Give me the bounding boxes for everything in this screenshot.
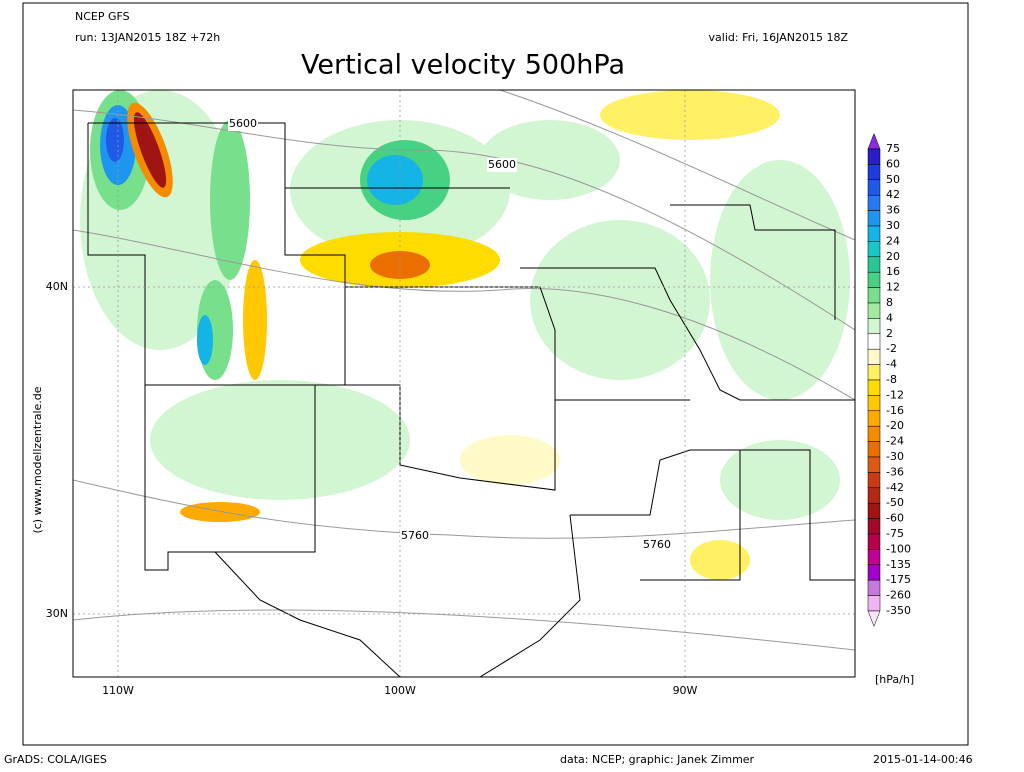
contour-label: 5600 [229, 117, 257, 130]
colorbar-box [867, 395, 881, 412]
frame [22, 2, 969, 746]
colorbar-label: -24 [886, 435, 904, 448]
contour-label: 5760 [643, 538, 671, 551]
colorbar-box [867, 425, 881, 442]
colorbar-label: 50 [886, 173, 900, 186]
colorbar-label: 4 [886, 311, 893, 324]
colorbar-label: 42 [886, 188, 900, 201]
colorbar-box [867, 287, 881, 304]
colorbar-label: -4 [886, 358, 897, 371]
colorbar-box [867, 579, 881, 596]
software-credit: GrADS: COLA/IGES [4, 753, 107, 766]
colorbar-label: 24 [886, 234, 900, 247]
colorbar-box [867, 487, 881, 504]
colorbar-box [867, 333, 881, 350]
colorbar-label: 8 [886, 296, 893, 309]
lat-label: 40N [46, 280, 68, 293]
colorbar-box [867, 210, 881, 227]
lon-label: 110W [102, 684, 134, 697]
valid-time: valid: Fri, 16JAN2015 18Z [709, 31, 849, 44]
colorbar-box [867, 518, 881, 535]
colorbar-label: -42 [886, 481, 904, 494]
map-title: Vertical velocity 500hPa [301, 50, 625, 81]
colorbar-label: -350 [886, 604, 911, 617]
model-name: NCEP GFS [75, 10, 130, 23]
colorbar-label: 36 [886, 204, 900, 217]
colorbar-box [867, 379, 881, 396]
colorbar-label: 60 [886, 157, 900, 170]
timestamp: 2015-01-14-00:46 [873, 753, 973, 766]
colorbar-label: -2 [886, 342, 897, 355]
lon-label: 100W [384, 684, 416, 697]
colorbar-label: 2 [886, 327, 893, 340]
borders [87, 122, 855, 677]
contour-label: 5760 [401, 529, 429, 542]
colorbar-box [867, 472, 881, 489]
contours [73, 90, 855, 651]
colorbar-box [867, 533, 881, 550]
colorbar-label: -8 [886, 373, 897, 386]
colorbar-label: -260 [886, 589, 911, 602]
run-time: run: 13JAN2015 18Z +72h [75, 31, 220, 44]
colorbar-label: 30 [886, 219, 900, 232]
colorbar-box [867, 595, 881, 612]
colorbar-box [867, 364, 881, 381]
colorbar-box [867, 194, 881, 211]
colorbar-box [867, 241, 881, 258]
colorbar-label: -12 [886, 388, 904, 401]
colorbar-box [867, 318, 881, 335]
colorbar-box [867, 348, 881, 365]
colorbar-box [867, 302, 881, 319]
contour-label: 5600 [488, 158, 516, 171]
colorbar-label: 12 [886, 281, 900, 294]
colorbar-label: 16 [886, 265, 900, 278]
field [80, 90, 850, 580]
colorbar-box [867, 256, 881, 273]
unit-label: [hPa/h] [875, 673, 914, 686]
colorbar-label: -50 [886, 496, 904, 509]
colorbar-box [867, 456, 881, 473]
colorbar-box [867, 441, 881, 458]
colorbar-box [867, 164, 881, 181]
colorbar-box [867, 410, 881, 427]
credit: (c) www.modellzentrale.de [31, 386, 44, 533]
map: 5600 5600 5760 5760 110W 100W 90W 40N 30… [31, 89, 856, 697]
colorbar-label: -175 [886, 573, 911, 586]
lat-label: 30N [46, 607, 68, 620]
colorbar-label: -75 [886, 527, 904, 540]
colorbar-label: -36 [886, 465, 904, 478]
colorbar-label: 20 [886, 250, 900, 263]
colorbar-end [867, 132, 881, 150]
colorbar-box [867, 225, 881, 242]
lon-label: 90W [673, 684, 698, 697]
colorbar-label: -60 [886, 512, 904, 525]
colorbar-box [867, 148, 881, 165]
colorbar-box [867, 549, 881, 566]
colorbar-label: -30 [886, 450, 904, 463]
colorbar-label: -135 [886, 558, 911, 571]
graticule [73, 90, 855, 677]
colorbar: 75605042363024201612842-2-4-8-12-16-20-2… [867, 132, 911, 628]
colorbar-box [867, 502, 881, 519]
colorbar-box [867, 271, 881, 288]
data-credit: data: NCEP; graphic: Janek Zimmer [560, 753, 755, 766]
colorbar-box [867, 564, 881, 581]
colorbar-end [867, 610, 881, 628]
colorbar-label: -100 [886, 542, 911, 555]
colorbar-box [867, 179, 881, 196]
colorbar-label: -16 [886, 404, 904, 417]
colorbar-label: 75 [886, 142, 900, 155]
colorbar-label: -20 [886, 419, 904, 432]
